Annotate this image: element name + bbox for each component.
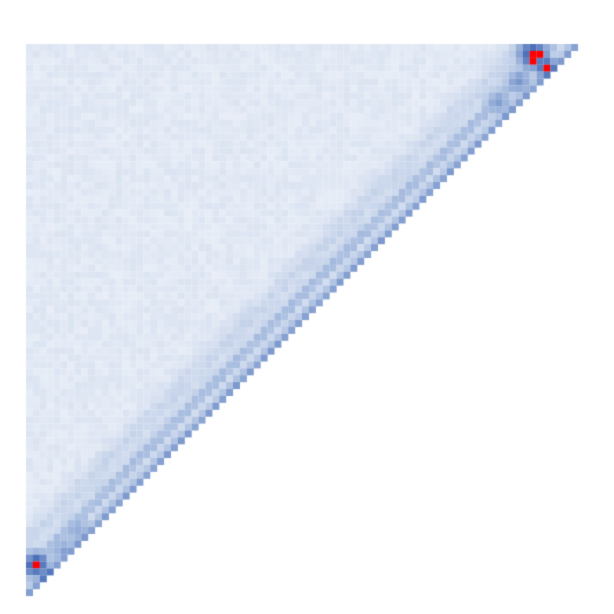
contact-map-heatmap xyxy=(0,0,614,614)
